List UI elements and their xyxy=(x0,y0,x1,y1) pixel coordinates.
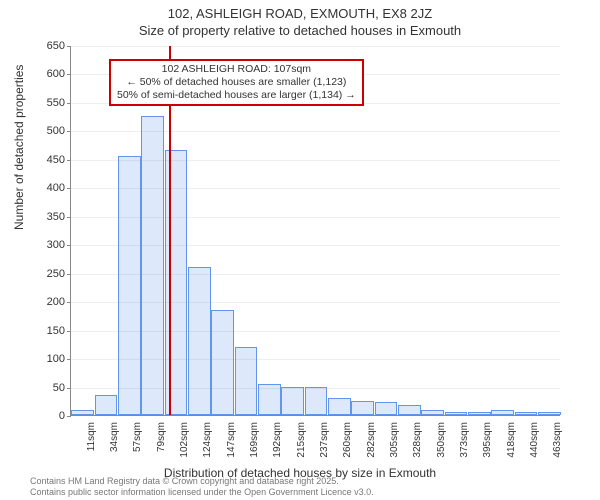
histogram-bar xyxy=(71,410,94,415)
ytick-mark xyxy=(67,245,71,246)
ytick-label: 350 xyxy=(35,211,65,223)
footer-line1: Contains HM Land Registry data © Crown c… xyxy=(30,476,374,487)
xtick-label: 11sqm xyxy=(86,422,97,451)
histogram-bar xyxy=(468,412,491,415)
ytick-mark xyxy=(67,274,71,275)
annotation-box: 102 ASHLEIGH ROAD: 107sqm ← 50% of detac… xyxy=(109,59,364,106)
xtick-label: 215sqm xyxy=(296,422,307,458)
histogram-bar xyxy=(398,405,421,415)
ytick-label: 150 xyxy=(35,325,65,337)
ytick-mark xyxy=(67,188,71,189)
annotation-line3: 50% of semi-detached houses are larger (… xyxy=(117,89,356,102)
xtick-label: 305sqm xyxy=(389,422,400,458)
histogram-bar xyxy=(95,395,118,415)
xtick-label: 34sqm xyxy=(109,422,120,452)
histogram-bar xyxy=(141,116,164,415)
ytick-mark xyxy=(67,74,71,75)
histogram-bar xyxy=(211,310,234,415)
chart-title-line1: 102, ASHLEIGH ROAD, EXMOUTH, EX8 2JZ xyxy=(0,6,600,21)
xtick-label: 147sqm xyxy=(226,422,237,458)
y-axis-label: Number of detached properties xyxy=(12,65,26,230)
ytick-mark xyxy=(67,416,71,417)
chart-title-line2: Size of property relative to detached ho… xyxy=(0,23,600,38)
ytick-label: 300 xyxy=(35,239,65,251)
xtick-label: 124sqm xyxy=(202,422,213,458)
plot-area: 102 ASHLEIGH ROAD: 107sqm ← 50% of detac… xyxy=(70,46,560,416)
ytick-mark xyxy=(67,302,71,303)
annotation-line1: 102 ASHLEIGH ROAD: 107sqm xyxy=(117,63,356,76)
ytick-mark xyxy=(67,388,71,389)
xtick-label: 328sqm xyxy=(412,422,423,458)
histogram-bar xyxy=(351,401,374,415)
ytick-mark xyxy=(67,160,71,161)
ytick-mark xyxy=(67,217,71,218)
histogram-bar xyxy=(491,410,514,415)
ytick-label: 600 xyxy=(35,68,65,80)
xtick-label: 260sqm xyxy=(342,422,353,458)
xtick-label: 373sqm xyxy=(459,422,470,458)
ytick-label: 100 xyxy=(35,353,65,365)
ytick-label: 650 xyxy=(35,40,65,52)
histogram-bar xyxy=(305,387,328,415)
ytick-label: 0 xyxy=(35,410,65,422)
xtick-label: 350sqm xyxy=(436,422,447,458)
ytick-mark xyxy=(67,46,71,47)
histogram-bar xyxy=(235,347,258,415)
chart-footer: Contains HM Land Registry data © Crown c… xyxy=(30,476,374,498)
histogram-bar xyxy=(515,412,538,415)
xtick-label: 102sqm xyxy=(179,422,190,458)
histogram-bar xyxy=(445,412,468,415)
histogram-bar xyxy=(188,267,211,415)
histogram-bar xyxy=(421,410,444,415)
ytick-label: 400 xyxy=(35,182,65,194)
histogram-bar xyxy=(281,387,304,415)
gridline xyxy=(71,46,560,47)
ytick-label: 250 xyxy=(35,268,65,280)
ytick-label: 450 xyxy=(35,154,65,166)
ytick-label: 500 xyxy=(35,125,65,137)
histogram-bar xyxy=(328,398,351,415)
chart-title-block: 102, ASHLEIGH ROAD, EXMOUTH, EX8 2JZ Siz… xyxy=(0,0,600,38)
ytick-mark xyxy=(67,103,71,104)
xtick-label: 57sqm xyxy=(132,422,143,452)
xtick-label: 395sqm xyxy=(482,422,493,458)
annotation-line2: ← 50% of detached houses are smaller (1,… xyxy=(117,76,356,89)
histogram-bar xyxy=(375,402,398,415)
xtick-label: 418sqm xyxy=(506,422,517,458)
ytick-mark xyxy=(67,331,71,332)
ytick-mark xyxy=(67,131,71,132)
ytick-label: 550 xyxy=(35,97,65,109)
xtick-label: 463sqm xyxy=(552,422,563,458)
footer-line2: Contains public sector information licen… xyxy=(30,487,374,498)
xtick-label: 169sqm xyxy=(249,422,260,458)
histogram-bar xyxy=(118,156,141,415)
ytick-label: 50 xyxy=(35,382,65,394)
histogram-bar xyxy=(258,384,281,415)
xtick-label: 237sqm xyxy=(319,422,330,458)
xtick-label: 192sqm xyxy=(272,422,283,458)
ytick-label: 200 xyxy=(35,296,65,308)
xtick-label: 282sqm xyxy=(366,422,377,458)
xtick-label: 440sqm xyxy=(529,422,540,458)
histogram-bar xyxy=(538,412,561,415)
xtick-label: 79sqm xyxy=(156,422,167,452)
ytick-mark xyxy=(67,359,71,360)
